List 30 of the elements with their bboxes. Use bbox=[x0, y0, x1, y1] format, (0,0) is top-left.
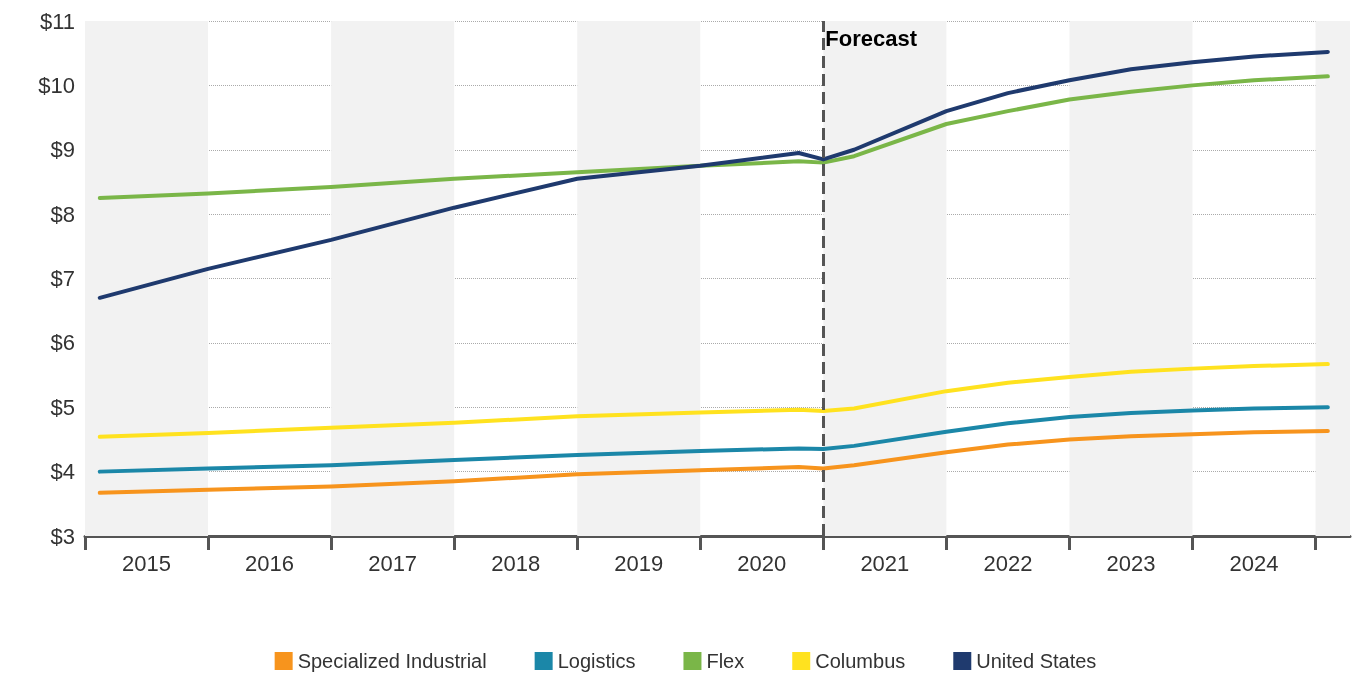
y-tick-label: $10 bbox=[38, 72, 75, 98]
y-tick-label: $8 bbox=[50, 201, 75, 227]
line-series bbox=[97, 74, 1330, 201]
legend-label: Columbus bbox=[815, 650, 906, 672]
line-series bbox=[97, 405, 1330, 474]
y-tick-label: $9 bbox=[50, 137, 75, 163]
x-tick-label: 2024 bbox=[1229, 550, 1279, 576]
x-tick-label: 2015 bbox=[122, 550, 171, 576]
legend-label: Specialized Industrial bbox=[297, 650, 487, 672]
line-series bbox=[97, 429, 1330, 495]
x-tick-label: 2021 bbox=[860, 550, 910, 576]
x-tick-label: 2017 bbox=[368, 550, 418, 576]
y-tick-label: $6 bbox=[50, 330, 75, 356]
x-tick-label: 2018 bbox=[491, 550, 541, 576]
legend-label: United States bbox=[976, 650, 1097, 672]
x-tick-label: 2016 bbox=[245, 550, 295, 576]
x-tick-label: 2023 bbox=[1106, 550, 1156, 576]
x-tick-label: 2019 bbox=[614, 550, 664, 576]
y-tick-label: $5 bbox=[50, 394, 75, 420]
y-tick-label: $7 bbox=[50, 266, 75, 291]
line-series bbox=[97, 362, 1330, 439]
x-tick-label: 2022 bbox=[983, 550, 1033, 576]
legend-label: Flex bbox=[706, 650, 745, 672]
line-series bbox=[97, 49, 1330, 300]
x-tick-label: 2020 bbox=[737, 550, 787, 576]
y-tick-label: $3 bbox=[50, 523, 75, 549]
ref-line-label: Forecast bbox=[825, 25, 918, 51]
legend-label: Logistics bbox=[557, 650, 636, 672]
y-tick-label: $4 bbox=[50, 459, 75, 485]
y-tick-label: $11 bbox=[39, 8, 75, 34]
